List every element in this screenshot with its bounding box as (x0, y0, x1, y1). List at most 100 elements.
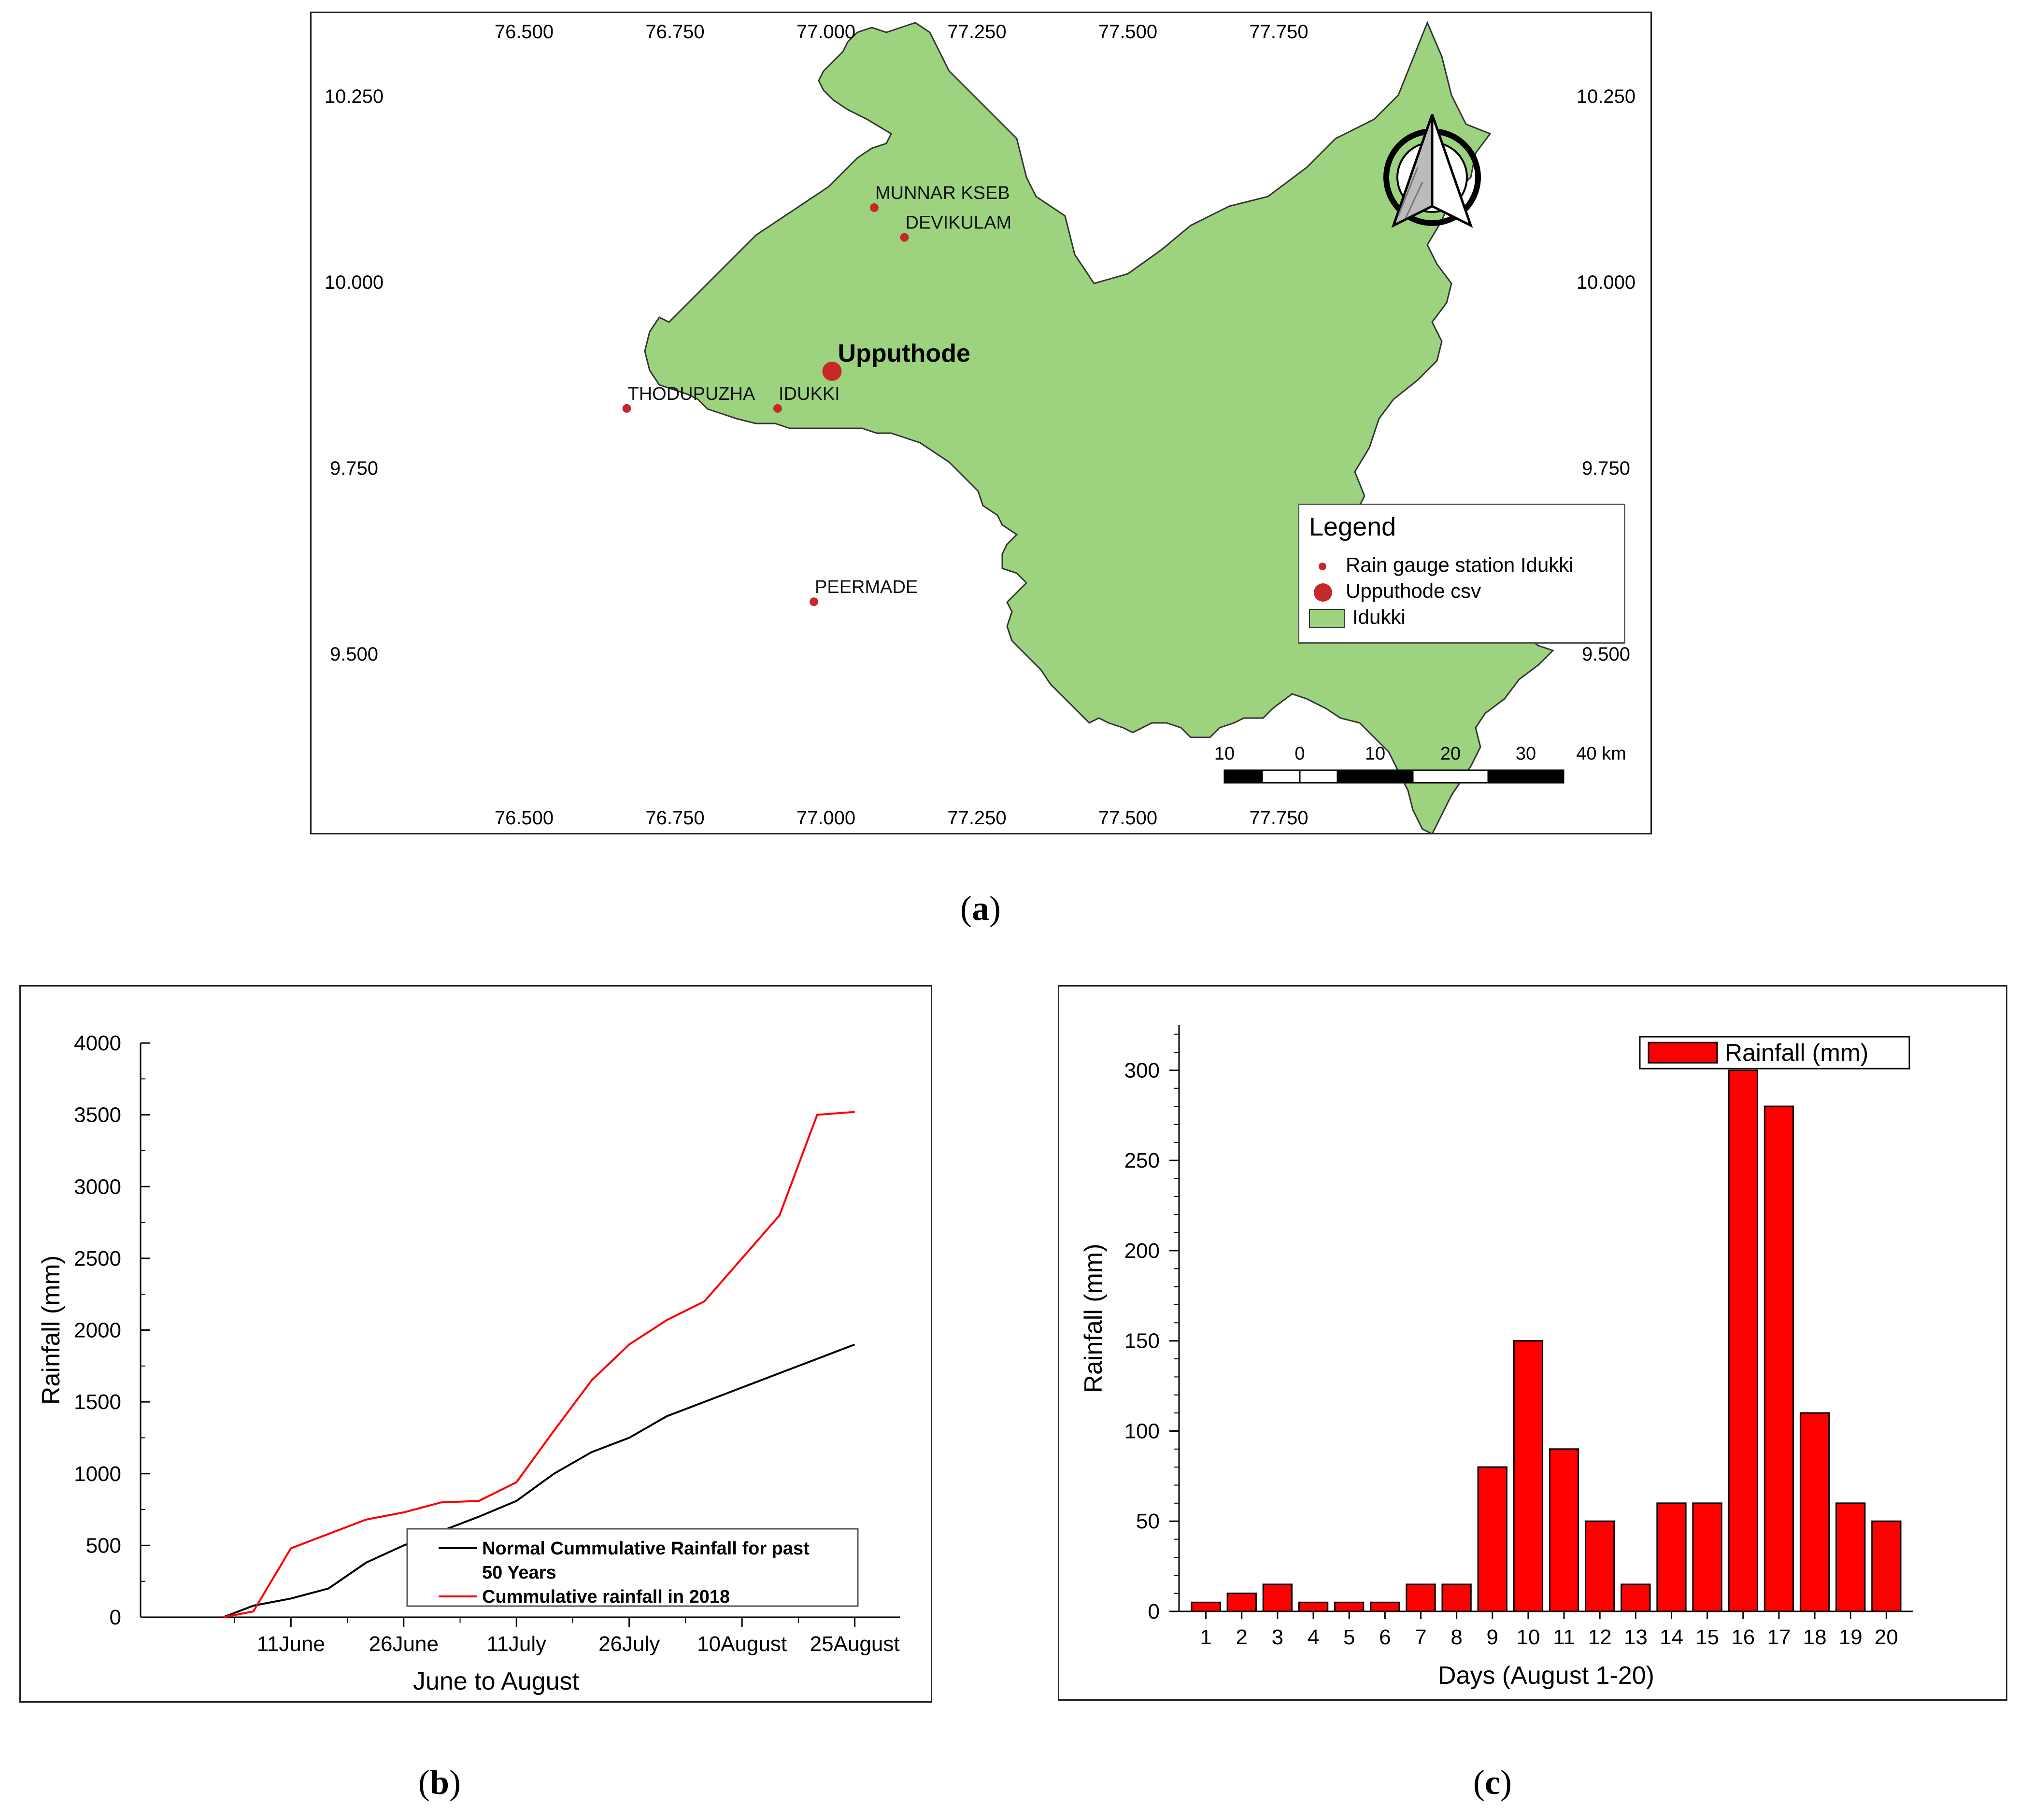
x-tick-label: 4 (1308, 1625, 1319, 1649)
y-tick-label: 1500 (74, 1390, 121, 1414)
x-tick-label: 1 (1200, 1625, 1211, 1649)
x-tick-label: 9 (1487, 1625, 1498, 1649)
line-chart-svg: 0 500 1000 1500 2000 2500 3000 3500 4000 11June 26… (37, 1031, 900, 1695)
line-chart-panel: 0 500 1000 1500 2000 2500 3000 3500 4000 11June 26… (19, 985, 932, 1703)
bar (1549, 1448, 1579, 1612)
y-axis-label: Rainfall (mm) (1080, 1243, 1108, 1393)
station-label: MUNNAR KSEB (875, 183, 1010, 203)
lat-tick-right: 10.000 (1577, 272, 1635, 293)
station-dot (900, 233, 909, 242)
legend-text-normal-cont: 50 Years (482, 1563, 556, 1583)
x-tick-label: 26June (369, 1632, 439, 1656)
x-axis-label: June to August (413, 1667, 580, 1695)
bar-chart-panel: 0 50 100 150 200 250 300 1 2 3 4 5 6 7 8 9 10 11 12 13 14 15 1… (1058, 985, 2007, 1701)
lon-tick-bottom: 77.750 (1249, 807, 1308, 829)
bar (1585, 1520, 1615, 1612)
x-tick-label: 5 (1343, 1625, 1355, 1649)
scale-label: 10 (1365, 744, 1385, 764)
station-label: PEERMADE (815, 577, 918, 597)
map-legend: Legend Rain gauge station Idukki Upputho… (1298, 504, 1625, 644)
bar (1441, 1583, 1472, 1612)
lon-tick-top: 76.750 (645, 21, 704, 42)
scale-label: 20 (1440, 744, 1461, 764)
scale-bar: 10 0 10 20 30 40 km (1214, 744, 1626, 784)
x-tick-label: 19 (1839, 1625, 1863, 1649)
subfigure-label-b: (b) (418, 1763, 461, 1802)
subfigure-label-c: (c) (1473, 1763, 1512, 1802)
station-label: DEVIKULAM (906, 213, 1012, 233)
y-tick-label: 0 (110, 1606, 121, 1629)
lat-tick-right: 9.750 (1582, 458, 1630, 479)
x-tick-label: 8 (1450, 1625, 1462, 1649)
y-tick-label: 4000 (74, 1031, 121, 1055)
bar (1370, 1601, 1400, 1612)
lat-tick-right: 10.250 (1577, 86, 1635, 107)
x-tick-label: 14 (1660, 1625, 1683, 1649)
station-label: IDUKKI (779, 384, 840, 404)
y-tick-label: 2000 (74, 1319, 121, 1342)
legend-swatch (1648, 1042, 1718, 1064)
x-tick-label: 15 (1695, 1625, 1719, 1649)
bar (1262, 1583, 1293, 1612)
idukki-district-polygon (644, 21, 1554, 833)
upputhode-label: Upputhode (838, 339, 970, 367)
y-axis-label: Rainfall (mm) (37, 1256, 65, 1405)
upputhode-dot (822, 361, 842, 381)
y-tick-label: 1000 (74, 1462, 121, 1486)
y-tick-label: 150 (1124, 1329, 1160, 1353)
legend-title: Legend (1309, 512, 1396, 541)
bar (1226, 1593, 1257, 1612)
series-line-2018 (223, 1111, 855, 1618)
bar (1656, 1502, 1687, 1612)
station-dot (773, 404, 782, 413)
green-swatch-icon (1309, 608, 1345, 628)
lat-tick-right: 9.500 (1582, 644, 1630, 665)
x-tick-label: 12 (1588, 1625, 1612, 1649)
scale-label: 40 km (1576, 744, 1626, 764)
legend-item-rain-gauge: Rain gauge station Idukki (1319, 553, 1574, 577)
map-svg: 76.500 76.500 76.750 76.750 77.000 77.000 77.2… (325, 21, 1635, 833)
x-tick-label: 13 (1624, 1625, 1648, 1649)
lon-tick-bottom: 77.000 (796, 807, 855, 829)
small-dot-icon (1319, 562, 1326, 570)
x-tick-label: 10 (1516, 1625, 1540, 1649)
y-tick-label: 3500 (74, 1103, 121, 1127)
lon-tick-top: 76.500 (495, 21, 554, 42)
lon-tick-bottom: 76.500 (495, 807, 554, 829)
lon-tick-bottom: 77.250 (947, 807, 1006, 829)
bar (1835, 1502, 1866, 1612)
lat-tick-left: 10.000 (325, 272, 384, 293)
x-tick-label: 11 (1553, 1625, 1575, 1649)
lon-tick-top: 77.000 (796, 21, 855, 42)
bar (1334, 1601, 1365, 1612)
scale-label: 0 (1294, 744, 1305, 764)
lon-tick-top: 77.500 (1098, 21, 1157, 42)
x-tick-label: 16 (1731, 1625, 1755, 1649)
legend-box (406, 1528, 859, 1607)
subfigure-label-a: (a) (960, 889, 1001, 928)
scale-label: 10 (1214, 744, 1235, 764)
line-chart-legend: Normal Cummulative Rainfall for past 50 … (406, 1528, 859, 1607)
bar (1621, 1583, 1651, 1612)
y-tick-label: 3000 (74, 1175, 121, 1199)
x-axis-label: Days (August 1-20) (1438, 1662, 1654, 1690)
x-tick-label: 20 (1875, 1625, 1898, 1649)
large-dot-icon (1314, 583, 1332, 602)
y-tick-label: 0 (1148, 1600, 1160, 1623)
x-tick-label: 17 (1767, 1625, 1791, 1649)
x-tick-label: 25August (810, 1632, 900, 1656)
lon-tick-top: 77.250 (947, 21, 1006, 42)
series-line-normal (223, 1343, 855, 1618)
scale-segment (1487, 769, 1564, 784)
x-tick-label: 26July (598, 1632, 660, 1656)
x-tick-label: 2 (1236, 1625, 1248, 1649)
map-stations: MUNNAR KSEB DEVIKULAM THODUPUZHA IDUKKI PEER… (622, 183, 1012, 607)
map-tick-labels: 76.500 76.500 76.750 76.750 77.000 77.000 77.2… (325, 21, 1635, 829)
station-dot (810, 597, 818, 607)
legend-text: Rainfall (mm) (1725, 1039, 1868, 1066)
y-tick-label: 100 (1124, 1419, 1160, 1443)
bar (1692, 1502, 1722, 1612)
lat-tick-left: 10.250 (325, 86, 384, 107)
bar (1191, 1601, 1221, 1612)
north-arrow-icon (1383, 114, 1481, 228)
